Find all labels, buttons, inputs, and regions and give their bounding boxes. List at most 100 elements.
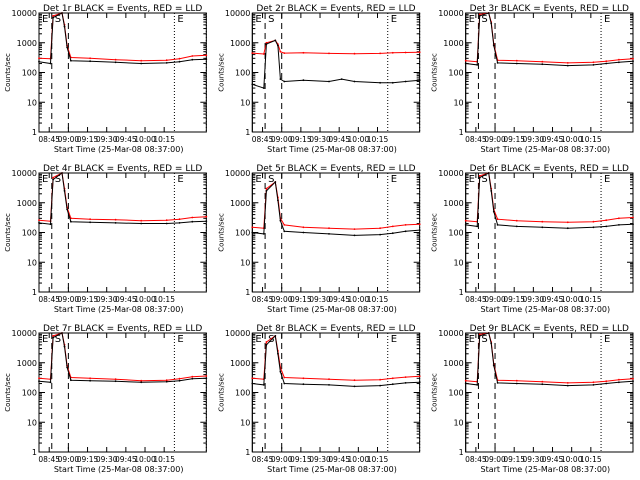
data-point [541,63,544,66]
detector-panel-2: Det 2r BLACK = Events, RED = LLD 1 10 100 10… [217,4,421,154]
x-tick-label: 09:00 [271,135,293,144]
detector-panel-3: Det 3r BLACK = Events, RED = LLD 1 10 100 10… [431,4,634,154]
event-marker-label: E [255,14,261,25]
x-axis-label: Start Time (25-Mar-08 08:37:00) [267,465,397,474]
event-marker-label: E [604,14,610,25]
y-tick-label: 1 [32,448,37,457]
lld-series-line [465,12,634,64]
data-point [302,226,305,229]
x-tick-label: 09:15 [503,135,525,144]
lld-series-line [252,39,420,55]
data-point [353,234,356,237]
detector-panel-9: Det 9r BLACK = Events, RED = LLD 1 10 100 10… [431,324,634,474]
panel-title: Det 9r BLACK = Events, RED = LLD [470,324,629,334]
x-tick-label: 09:15 [503,295,525,304]
data-point [592,384,595,386]
data-point [541,220,544,223]
data-point [391,383,394,386]
data-point [279,219,282,222]
x-tick-label: 10:15 [153,455,175,464]
panel-title: Det 1r BLACK = Events, RED = LLD [43,4,202,14]
event-marker-label: E [255,334,261,345]
data-point [251,382,254,385]
data-point [49,381,52,384]
x-tick-label: 10:00 [561,455,583,464]
data-point [191,220,194,223]
y-tick-label: 100 [22,229,37,238]
y-tick-label: 100 [448,69,463,78]
data-point [478,333,481,336]
x-tick-label: 09:15 [77,135,99,144]
x-tick-label: 09:15 [77,455,99,464]
data-point [632,216,634,219]
data-point [618,217,620,220]
y-tick-label: 100 [448,389,463,398]
data-point [38,60,40,63]
data-point [379,378,381,381]
events-series-line [252,180,420,236]
data-point [496,382,499,384]
data-point [66,46,68,49]
data-point [140,219,143,222]
lld-series-line [465,172,634,223]
y-tick-label: 1 [245,288,250,297]
data-point [114,222,117,224]
x-tick-label: 08:45 [465,135,487,144]
data-point [283,382,286,385]
data-point [178,57,181,60]
data-point [279,50,282,53]
y-tick-label: 100 [22,389,37,398]
data-point [515,219,518,222]
y-tick-label: 1000 [443,39,463,48]
data-point [165,222,168,225]
data-point [379,233,381,236]
y-tick-label: 1 [32,128,37,137]
data-point [478,175,481,177]
x-tick-label: 08:45 [252,295,274,304]
data-point [328,233,330,235]
data-point [251,83,254,86]
data-point [632,223,634,226]
events-series-line [252,334,420,387]
data-point [205,58,208,61]
x-tick-label: 09:30 [523,455,545,464]
x-tick-label: 09:45 [328,455,350,464]
x-tick-label: 09:00 [58,135,80,144]
y-tick-label: 10000 [12,329,37,338]
data-point [279,370,282,373]
y-axis-label: Counts/sec [217,213,225,252]
data-point [89,379,91,382]
y-tick-label: 1 [459,288,464,297]
data-point [391,377,394,380]
data-point [328,80,330,83]
x-tick-label: 09:45 [115,135,137,144]
data-point [52,178,54,181]
x-tick-label: 09:30 [96,455,118,464]
y-tick-label: 10000 [438,329,463,338]
data-point [205,215,208,218]
y-tick-label: 1 [459,448,464,457]
event-marker-label: S [481,14,487,25]
data-point [165,380,168,383]
data-point [49,62,52,65]
data-point [277,44,279,47]
data-point [418,79,421,82]
event-marker-label: E [42,174,48,185]
y-tick-label: 1000 [230,39,250,48]
data-point [140,379,143,382]
data-point [178,377,181,380]
y-tick-label: 10 [27,418,37,427]
event-marker-label: S [481,334,487,345]
x-tick-label: 09:15 [290,295,312,304]
data-point [566,382,569,384]
data-point [178,218,181,221]
y-tick-label: 100 [448,229,463,238]
y-tick-label: 10 [453,98,463,107]
x-tick-label: 09:00 [58,455,80,464]
data-point [391,81,394,84]
x-tick-label: 09:30 [309,135,331,144]
data-point [52,16,54,19]
lld-series-line [252,181,420,230]
data-point [283,376,286,379]
data-point [165,62,168,64]
